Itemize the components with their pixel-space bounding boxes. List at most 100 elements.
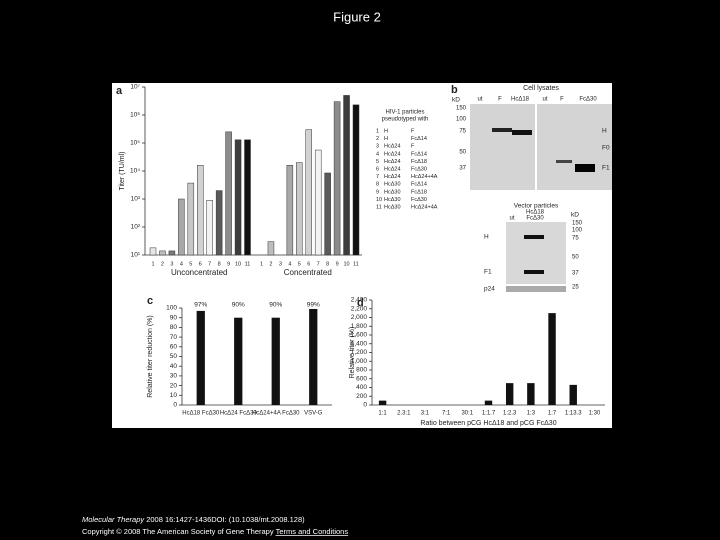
marker-label: 37 <box>459 166 466 172</box>
y-tick-label: 400 <box>356 384 367 391</box>
marker-label: 100 <box>456 117 467 123</box>
y-tick-label: 100 <box>166 305 177 312</box>
band-label: F0 <box>602 145 610 152</box>
legend-entry: HcΔ24+4A <box>411 204 438 210</box>
bar <box>505 383 514 405</box>
bar <box>234 317 243 405</box>
y-tick-label: 10⁷ <box>130 84 140 91</box>
band-label: H <box>602 128 607 135</box>
legend-entry: HcΔ24 <box>384 151 401 157</box>
bar <box>225 131 232 256</box>
y-tick-label: 1,800 <box>351 323 368 330</box>
blot-title: Cell lysates <box>523 85 559 92</box>
band-label: H <box>484 234 489 241</box>
bar <box>267 241 275 256</box>
value-label: 90% <box>269 302 282 309</box>
bar <box>178 198 185 256</box>
x-tick-label: VSV-G <box>304 411 323 417</box>
y-tick-label: 1,600 <box>351 332 368 339</box>
x-tick-label: 1:7 <box>548 411 557 417</box>
x-tick-label: HcΔ24 FcΔ30 <box>220 411 258 417</box>
legend-entry: HcΔ30 <box>384 197 401 203</box>
legend-entry: 4 <box>376 151 379 157</box>
blot-image <box>506 286 566 292</box>
x-tick-label: 11 <box>245 261 251 267</box>
lane-label: FcΔ30 <box>579 97 597 103</box>
x-tick-label: 6 <box>307 261 310 267</box>
x-tick-label: 1 <box>260 261 263 267</box>
legend-entry: 9 <box>376 189 379 195</box>
bar <box>527 383 535 405</box>
bar <box>149 247 157 256</box>
y-tick-label: 2,200 <box>351 305 368 312</box>
bar <box>324 172 331 256</box>
x-tick-label: HcΔ24+4A FcΔ30 <box>252 411 300 417</box>
value-label: 97% <box>194 302 207 309</box>
y-tick-label: 0 <box>173 402 177 409</box>
bar <box>548 313 556 405</box>
marker-label: 50 <box>459 150 466 156</box>
kd-label: kD <box>571 212 579 219</box>
band <box>512 130 532 135</box>
y-tick-label: 40 <box>170 363 178 370</box>
y-tick-label: 600 <box>356 375 367 382</box>
legend-title: HIV-1 particles <box>385 110 424 116</box>
marker-label: 75 <box>572 236 579 242</box>
x-tick-label: 9 <box>227 261 230 267</box>
legend-entry: H <box>384 136 388 142</box>
x-tick-label: 11 <box>353 261 359 267</box>
y-tick-label: 10⁶ <box>130 112 140 119</box>
legend-entry: 1 <box>376 128 379 134</box>
band <box>556 160 572 163</box>
panel-letter: a <box>116 85 123 97</box>
kd-label: kD <box>452 97 460 104</box>
group-label: Unconcentrated <box>171 268 227 277</box>
terms-link[interactable]: Terms and Conditions <box>276 527 349 536</box>
bar <box>309 308 318 405</box>
marker-label: 100 <box>572 228 583 234</box>
x-tick-label: 2 <box>269 261 272 267</box>
lane-label: ut <box>542 97 547 103</box>
band <box>492 128 512 132</box>
legend-entry: FcΔ14 <box>411 151 427 157</box>
x-tick-label: 2.3:1 <box>397 411 411 417</box>
legend-entry: FcΔ14 <box>411 136 427 142</box>
y-tick-label: 1,400 <box>351 340 368 347</box>
blot-image <box>506 222 566 284</box>
marker-label: 25 <box>572 285 579 291</box>
citation: 2008 16:1427-1436DOI: (10.1038/mt.2008.1… <box>144 515 305 524</box>
copyright: Copyright © 2008 The American Society of… <box>82 527 348 536</box>
blot-image <box>470 104 612 190</box>
blot-title: Vector particles <box>514 203 559 210</box>
bar <box>187 182 195 256</box>
legend-entry: 2 <box>376 136 379 142</box>
x-tick-label: 4 <box>180 261 183 267</box>
bar <box>305 129 312 256</box>
y-axis-title: Relative titer reduction (%) <box>147 315 154 397</box>
marker-label: 37 <box>572 271 579 277</box>
bar <box>197 165 204 256</box>
x-tick-label: 7:1 <box>442 411 451 417</box>
y-tick-label: 10² <box>131 224 141 231</box>
x-tick-label: 10 <box>235 261 241 267</box>
bar <box>206 200 213 256</box>
legend-entry: 8 <box>376 182 379 188</box>
x-tick-label: 1:30 <box>589 411 601 417</box>
panel-letter: d <box>357 297 364 309</box>
y-tick-label: 10¹ <box>131 252 141 259</box>
lane-label: F <box>498 97 502 103</box>
legend-entry: HcΔ24+4A <box>411 174 438 180</box>
x-tick-label: 4 <box>288 261 291 267</box>
x-tick-label: 2 <box>161 261 164 267</box>
bar <box>159 250 166 256</box>
legend-entry: 5 <box>376 159 379 165</box>
band <box>524 235 544 239</box>
marker-label: 150 <box>572 221 583 227</box>
group-label: FcΔ30 <box>526 216 544 222</box>
x-tick-label: 30:1 <box>461 411 473 417</box>
legend-entry: 6 <box>376 166 379 172</box>
bar <box>378 400 387 405</box>
legend-entry: F <box>411 144 415 150</box>
band-label: p24 <box>484 286 495 293</box>
